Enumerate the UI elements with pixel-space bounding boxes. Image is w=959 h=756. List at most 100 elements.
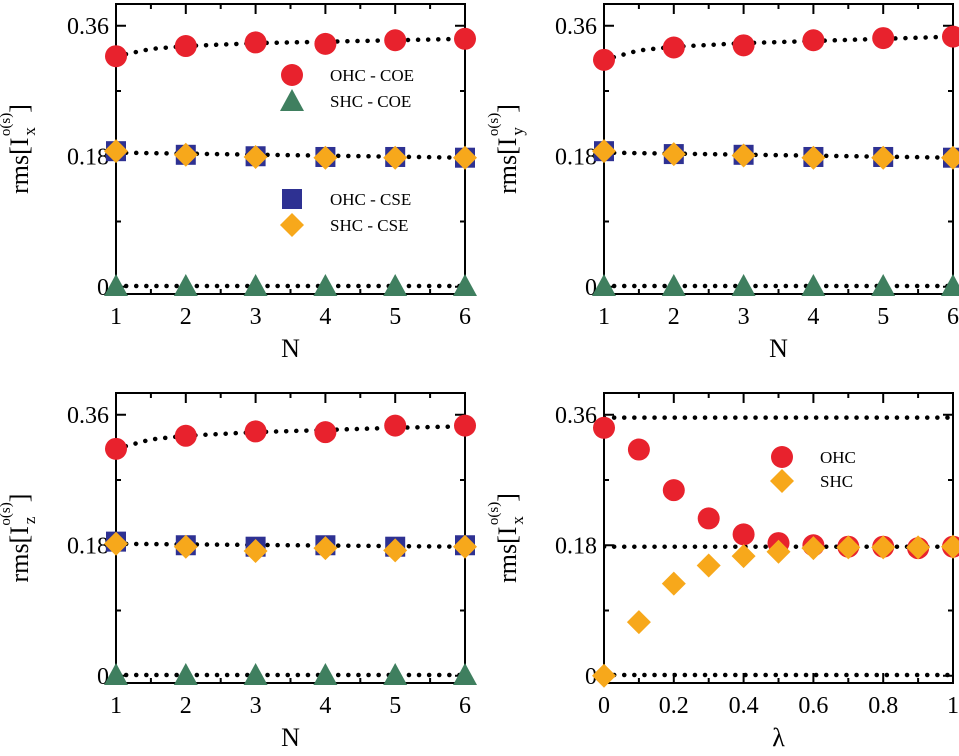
- data-point: [663, 37, 685, 59]
- x-tick-label: 3: [250, 304, 262, 330]
- data-point: [733, 523, 755, 545]
- data-point: [384, 29, 406, 51]
- series-circle: [105, 28, 476, 67]
- y-tick-label: 0.18: [555, 533, 597, 559]
- x-tick-label: 2: [180, 304, 192, 330]
- x-tick-label: 2: [180, 693, 192, 719]
- data-point: [802, 29, 824, 51]
- fit-line: [116, 544, 465, 547]
- data-point: [628, 439, 650, 461]
- x-tick-label: 0.2: [659, 693, 689, 719]
- x-tick-label: 6: [459, 693, 471, 719]
- series-diamond: [104, 139, 477, 170]
- y-tick-label: 0: [585, 275, 597, 301]
- legend-label: SHC - COE: [330, 92, 411, 111]
- legend-marker: [282, 189, 302, 209]
- y-axis-label: rms[Ixo(s)]: [486, 493, 527, 583]
- legend-label: OHC - CSE: [330, 190, 411, 209]
- data-point: [662, 572, 686, 596]
- data-point: [627, 610, 651, 634]
- x-tick-label: 0.8: [868, 693, 898, 719]
- data-point: [384, 415, 406, 437]
- x-tick-label: 2: [668, 304, 680, 330]
- fit-line: [604, 37, 953, 60]
- y-axis-label: rms[Izo(s)]: [0, 494, 39, 583]
- plot-frame: [116, 4, 465, 294]
- legend-label: OHC: [820, 448, 856, 467]
- y-tick-label: 0.18: [67, 144, 109, 170]
- data-point: [698, 507, 720, 529]
- series-circle: [105, 415, 476, 460]
- panel-top-right: 1 2 3 4 5 600.180.36Nrms[Iyo(s)]: [486, 4, 959, 363]
- y-tick-label: 0.36: [555, 403, 597, 429]
- data-point: [906, 535, 930, 559]
- legend-marker: [770, 469, 794, 493]
- data-point: [697, 554, 721, 578]
- panel-bottom-left: 1 2 3 4 5 600.180.36Nrms[Izo(s)]: [0, 393, 477, 752]
- data-point: [453, 274, 477, 296]
- series-diamond: [592, 535, 959, 688]
- data-point: [175, 35, 197, 57]
- x-tick-label: 4: [319, 304, 331, 330]
- x-tick-label: 5: [389, 693, 401, 719]
- legend-label: SHC: [820, 472, 853, 491]
- data-point: [105, 45, 127, 67]
- legend-label: OHC - COE: [330, 66, 414, 85]
- fit-line: [116, 426, 465, 448]
- x-tick-label: 4: [807, 304, 819, 330]
- fit-line: [116, 39, 465, 56]
- y-tick-label: 0: [97, 664, 109, 690]
- data-point: [245, 31, 267, 53]
- y-tick-label: 0.18: [67, 533, 109, 559]
- data-point: [245, 420, 267, 442]
- legend-marker: [771, 446, 793, 468]
- x-tick-label: 4: [319, 693, 331, 719]
- series-circle: [593, 26, 959, 71]
- y-axis-label: rms[Iyo(s)]: [486, 104, 527, 194]
- data-point: [871, 535, 895, 559]
- y-axis-label: rms[Ixo(s)]: [0, 104, 39, 194]
- data-point: [454, 28, 476, 50]
- x-tick-label: 5: [877, 304, 889, 330]
- y-tick-label: 0.36: [67, 14, 109, 40]
- data-point: [593, 49, 615, 71]
- x-tick-label: 3: [738, 304, 750, 330]
- data-point: [453, 663, 477, 685]
- fit-lines: [116, 426, 465, 675]
- data-point: [105, 438, 127, 460]
- data-point: [941, 535, 959, 559]
- legend: OHC SHC: [770, 446, 856, 493]
- x-tick-label: 1: [947, 693, 959, 719]
- x-axis-label: N: [281, 334, 300, 363]
- y-tick-label: 0: [97, 275, 109, 301]
- legend-marker: [280, 89, 304, 111]
- plot-frame: [604, 4, 953, 294]
- legend-label: SHC - CSE: [330, 216, 408, 235]
- x-tick-label: 3: [250, 693, 262, 719]
- x-axis-label: λ: [772, 723, 785, 752]
- x-tick-label: 1: [110, 304, 122, 330]
- x-tick-label: 5: [389, 304, 401, 330]
- y-tick-label: 0.36: [555, 14, 597, 40]
- fit-lines: [604, 37, 953, 286]
- legend-marker: [280, 213, 304, 237]
- data-point: [314, 33, 336, 55]
- data-point: [663, 479, 685, 501]
- series-circle: [593, 417, 959, 559]
- data-point: [314, 421, 336, 443]
- data-point: [593, 417, 615, 439]
- y-tick-label: 0.36: [67, 403, 109, 429]
- series-diamond: [104, 532, 477, 563]
- x-tick-label: 6: [947, 304, 959, 330]
- data-point: [872, 27, 894, 49]
- data-point: [942, 26, 959, 48]
- x-tick-label: 0.6: [798, 693, 828, 719]
- x-tick-label: 1: [110, 693, 122, 719]
- x-tick-label: 6: [459, 304, 471, 330]
- fit-line: [116, 153, 465, 158]
- fit-line: [604, 153, 953, 158]
- x-axis-label: N: [769, 334, 788, 363]
- x-tick-label: 1: [598, 304, 610, 330]
